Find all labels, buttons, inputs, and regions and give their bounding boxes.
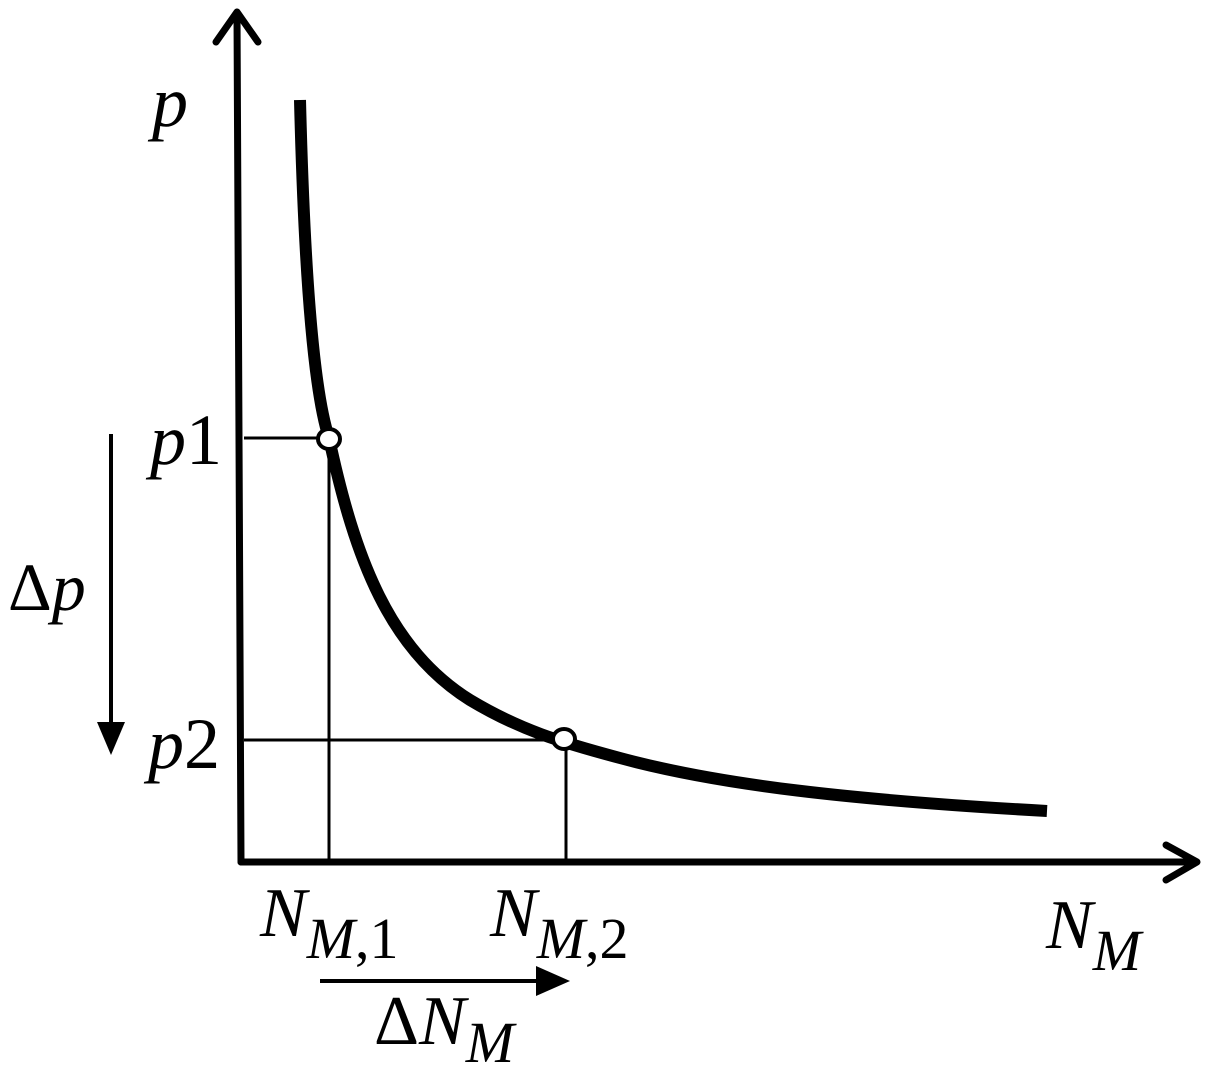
nm1-label: NM,1 bbox=[259, 875, 399, 971]
delta-p-arrow bbox=[97, 434, 125, 755]
x-axis-label: NM bbox=[1045, 887, 1144, 983]
p2-label: p2 bbox=[143, 704, 220, 784]
y-axis-label: p bbox=[147, 62, 188, 142]
nm2-label: NM,2 bbox=[489, 875, 629, 971]
guide-lines bbox=[244, 436, 568, 862]
point-2-marker bbox=[551, 727, 577, 751]
delta-nm-arrow bbox=[320, 966, 570, 996]
axes bbox=[212, 8, 1201, 884]
point-1-marker bbox=[316, 427, 342, 451]
demand-curve bbox=[294, 99, 1048, 817]
x-axis-arrowhead bbox=[1162, 841, 1201, 884]
delta-nm-label: ΔNM bbox=[374, 983, 517, 1071]
y-axis-line bbox=[233, 10, 245, 866]
p1-label: p1 bbox=[145, 400, 222, 480]
delta-p-label: Δp bbox=[8, 549, 86, 625]
y-axis-arrowhead bbox=[212, 8, 262, 46]
